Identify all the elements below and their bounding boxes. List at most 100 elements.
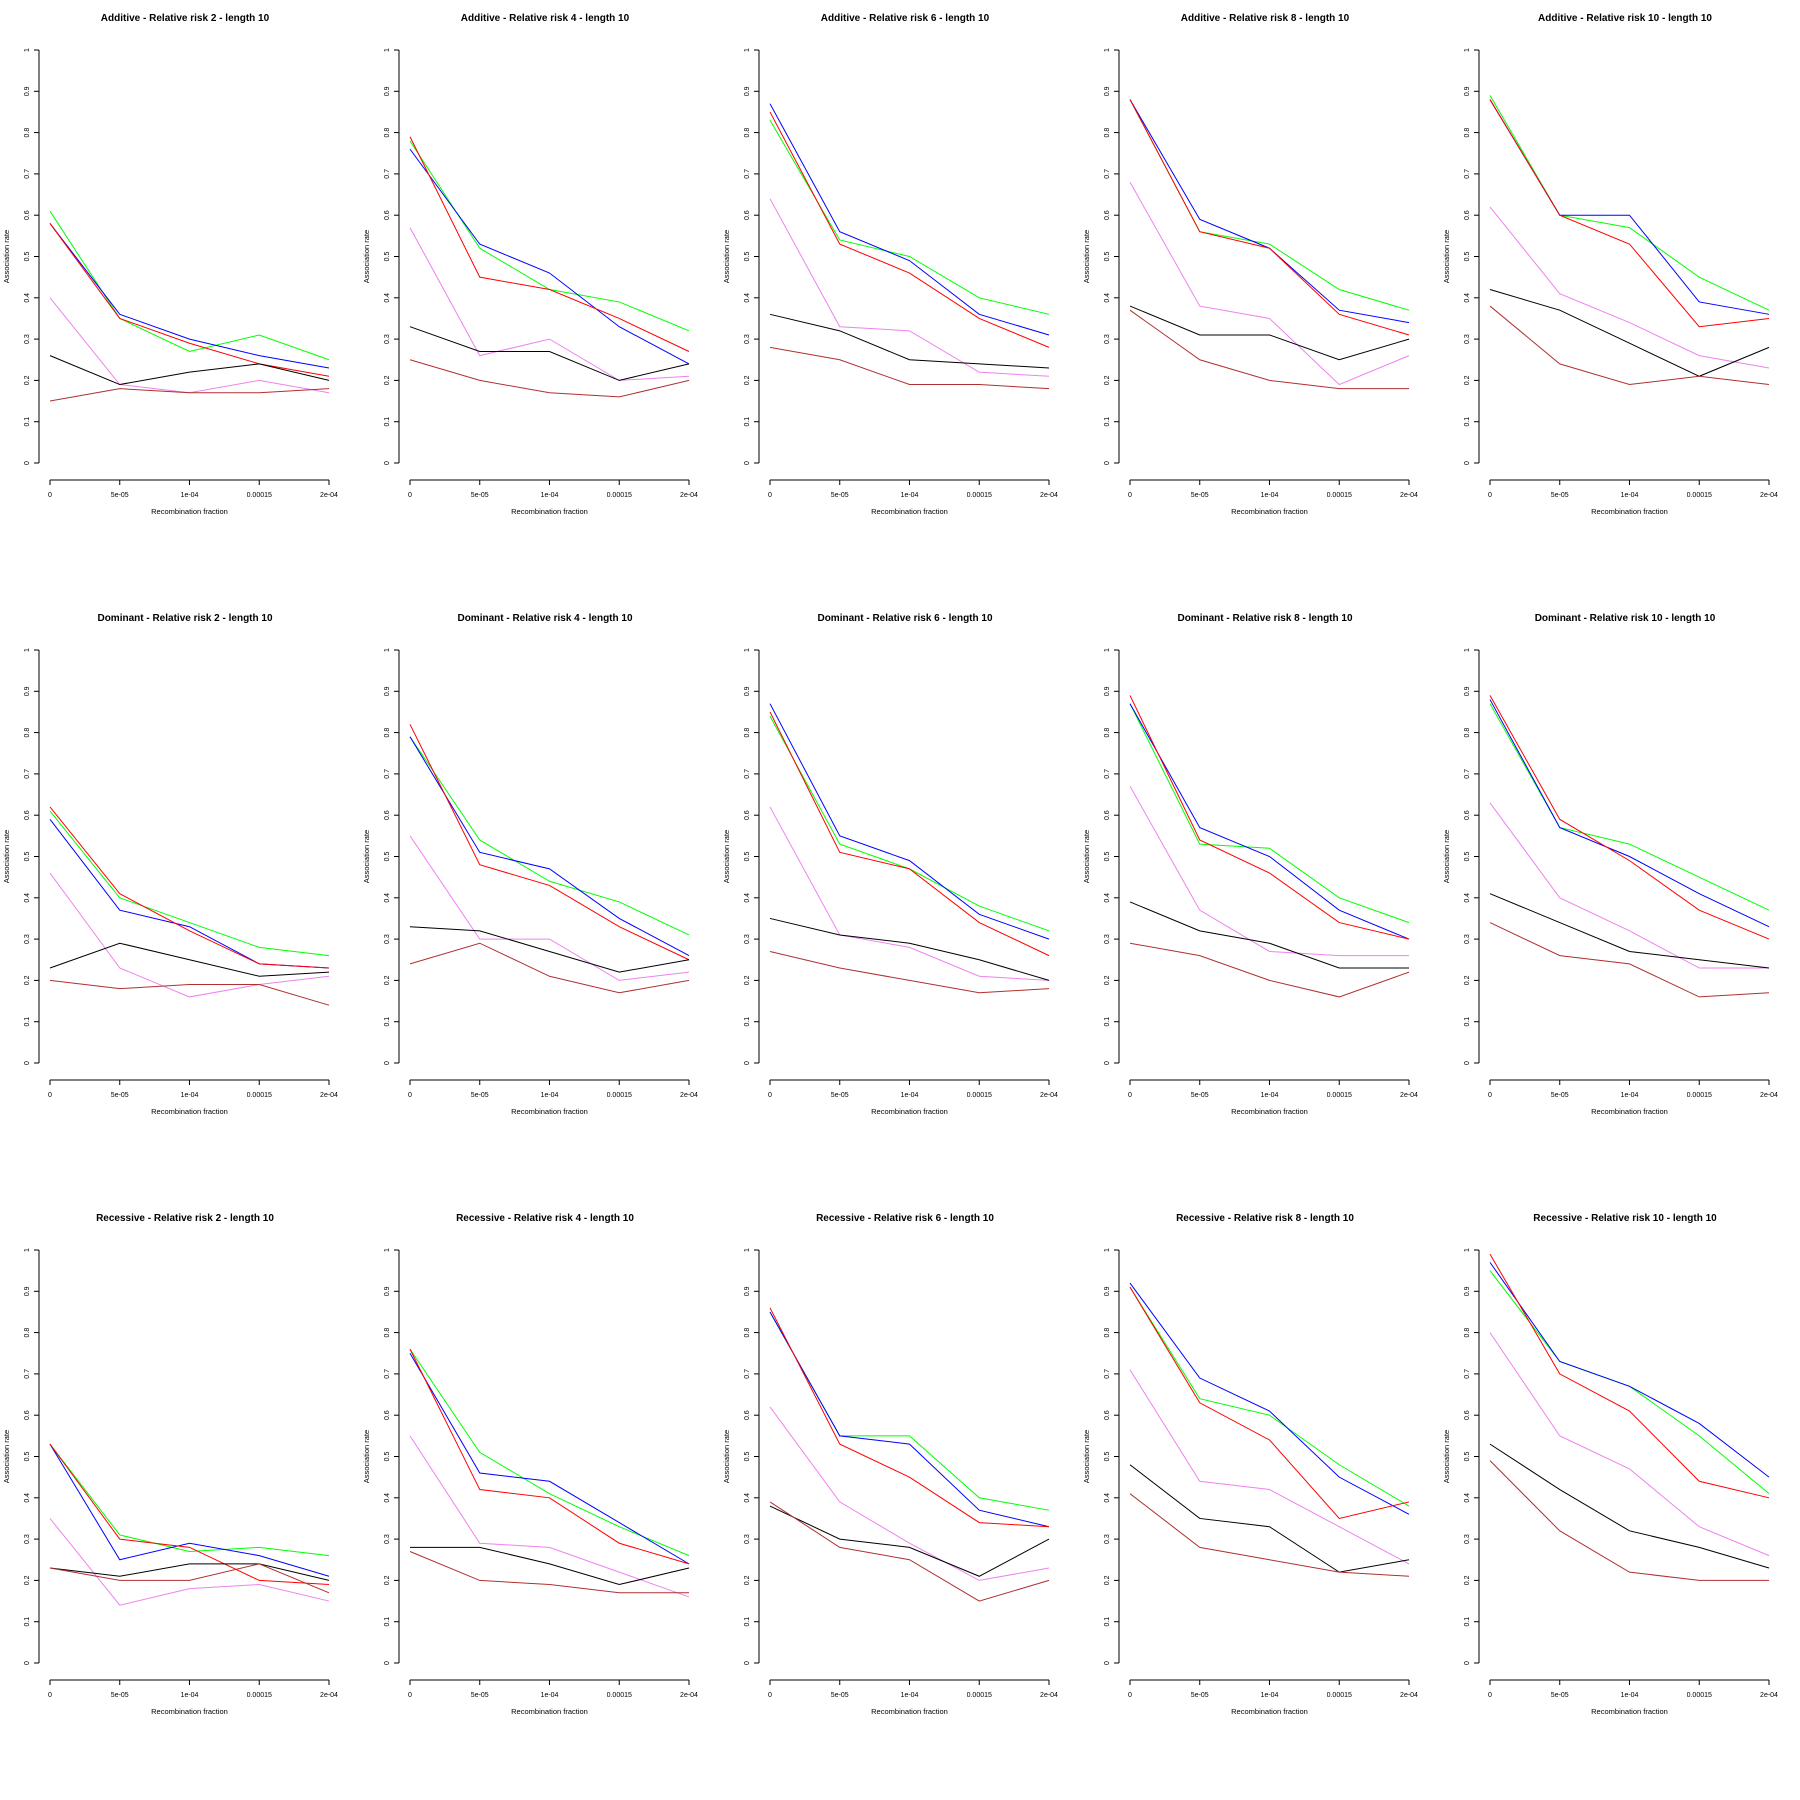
x-axis-label: Recombination fraction: [871, 1707, 948, 1716]
y-tick-label: 0.2: [744, 975, 751, 985]
y-tick-label: 0.3: [1464, 934, 1471, 944]
x-tick-label: 0.00015: [967, 1692, 992, 1699]
y-tick-label: 0.1: [1464, 417, 1471, 427]
y-tick-label: 0.6: [744, 1410, 751, 1420]
y-tick-label: 0.9: [744, 1286, 751, 1296]
series-line-blue: [1489, 99, 1770, 315]
y-tick-label: 0.3: [24, 934, 31, 944]
y-tick-label: 0.8: [384, 1328, 391, 1338]
series-line-brown: [49, 979, 330, 1006]
y-axis-label: Association rate: [2, 230, 11, 283]
series-line-black: [1129, 1464, 1410, 1573]
chart-title: Recessive - Relative risk 6 - length 10: [816, 1213, 994, 1224]
x-tick-label: 0: [768, 492, 772, 499]
y-tick-label: 0.4: [744, 1493, 751, 1503]
x-tick-label: 1e-04: [1261, 1092, 1279, 1099]
y-tick-label: 0.5: [24, 252, 31, 262]
series-line-red: [1489, 1253, 1770, 1499]
y-tick-label: 0.5: [744, 1452, 751, 1462]
y-tick-label: 0.5: [744, 852, 751, 862]
y-tick-label: 0.8: [384, 728, 391, 738]
y-tick-label: 0.6: [384, 1410, 391, 1420]
y-tick-label: 1: [1104, 648, 1111, 652]
y-tick-label: 0.5: [1104, 852, 1111, 862]
chart-panel: Additive - Relative risk 4 - length 10 0 0…: [362, 13, 698, 516]
chart-panel: Dominant - Relative risk 6 - length 10 0 0…: [722, 613, 1058, 1116]
y-tick-label: 0.9: [1464, 686, 1471, 696]
x-tick-label: 1e-04: [541, 1692, 559, 1699]
chart-panel: Recessive - Relative risk 6 - length 10 0…: [722, 1213, 1058, 1716]
y-tick-label: 1: [1104, 1248, 1111, 1252]
y-axis-label: Association rate: [362, 1430, 371, 1483]
y-tick-label: 0.4: [24, 893, 31, 903]
x-tick-label: 5e-05: [471, 1692, 489, 1699]
y-tick-label: 0.8: [1104, 1328, 1111, 1338]
y-tick-label: 0: [24, 1061, 31, 1065]
y-axis-label: Association rate: [1442, 1430, 1451, 1483]
x-axis-label: Recombination fraction: [1231, 1707, 1308, 1716]
x-tick-label: 1e-04: [1261, 1692, 1279, 1699]
x-axis-label: Recombination fraction: [871, 1107, 948, 1116]
series-line-blue: [1129, 1282, 1410, 1515]
chart-panel: Recessive - Relative risk 4 - length 10 0…: [362, 1213, 698, 1716]
series-line-violet: [1129, 786, 1409, 957]
y-tick-label: 0.4: [744, 293, 751, 303]
y-tick-label: 1: [1104, 48, 1111, 52]
y-tick-label: 0.9: [744, 86, 751, 96]
x-tick-label: 0: [1128, 1692, 1132, 1699]
chart-panel: Dominant - Relative risk 10 - length 10 0…: [1442, 613, 1778, 1116]
y-tick-label: 0.1: [744, 417, 751, 427]
y-tick-label: 0.5: [384, 1452, 391, 1462]
x-tick-label: 0: [408, 1692, 412, 1699]
series-line-black: [1489, 893, 1770, 969]
y-tick-label: 0.6: [1464, 810, 1471, 820]
y-tick-label: 0.1: [744, 1017, 751, 1027]
y-tick-label: 0.3: [744, 334, 751, 344]
y-tick-label: 0.8: [384, 128, 391, 138]
y-axis-label: Association rate: [362, 230, 371, 283]
chart-panel: Recessive - Relative risk 8 - length 10 0…: [1082, 1213, 1418, 1716]
series-line-violet: [769, 1406, 1050, 1581]
x-tick-label: 1e-04: [1621, 492, 1639, 499]
x-tick-label: 5e-05: [111, 1092, 129, 1099]
y-tick-label: 1: [384, 48, 391, 52]
y-tick-label: 0.6: [1104, 210, 1111, 220]
y-tick-label: 0.6: [1104, 810, 1111, 820]
series-line-green: [49, 1443, 330, 1557]
x-tick-label: 0: [48, 492, 52, 499]
y-tick-label: 0.9: [384, 1286, 391, 1296]
series-line-red: [1129, 1286, 1410, 1520]
y-tick-label: 1: [384, 1248, 391, 1252]
x-tick-label: 2e-04: [1760, 492, 1778, 499]
y-tick-label: 0.8: [24, 1328, 31, 1338]
y-tick-label: 0: [24, 1661, 31, 1665]
series-line-green: [409, 140, 690, 332]
series-line-green: [769, 715, 1050, 932]
y-tick-label: 1: [24, 648, 31, 652]
y-tick-label: 0.1: [384, 1617, 391, 1627]
x-tick-label: 1e-04: [541, 492, 559, 499]
y-tick-label: 0.7: [24, 169, 31, 179]
series-line-green: [769, 1311, 1050, 1511]
x-tick-label: 5e-05: [1551, 1692, 1569, 1699]
x-tick-label: 2e-04: [1040, 1092, 1058, 1099]
y-tick-label: 0.8: [744, 128, 751, 138]
y-axis-label: Association rate: [722, 230, 731, 283]
y-tick-label: 0.5: [1464, 852, 1471, 862]
series-line-brown: [1489, 922, 1770, 998]
x-tick-label: 2e-04: [1040, 1692, 1058, 1699]
y-tick-label: 0.2: [1104, 375, 1111, 385]
series-line-brown: [1129, 309, 1409, 390]
series-line-green: [49, 810, 330, 957]
y-tick-label: 0: [1464, 1061, 1471, 1065]
y-tick-label: 0.1: [1104, 1617, 1111, 1627]
x-tick-label: 0.00015: [1687, 1692, 1712, 1699]
series-line-green: [1489, 1270, 1770, 1495]
y-axis-label: Association rate: [722, 830, 731, 883]
series-line-black: [409, 926, 690, 973]
y-tick-label: 1: [384, 648, 391, 652]
y-tick-label: 0.3: [24, 1534, 31, 1544]
x-axis-label: Recombination fraction: [151, 1707, 228, 1716]
y-tick-label: 0.5: [1104, 252, 1111, 262]
chart-title: Recessive - Relative risk 2 - length 10: [96, 1213, 274, 1224]
